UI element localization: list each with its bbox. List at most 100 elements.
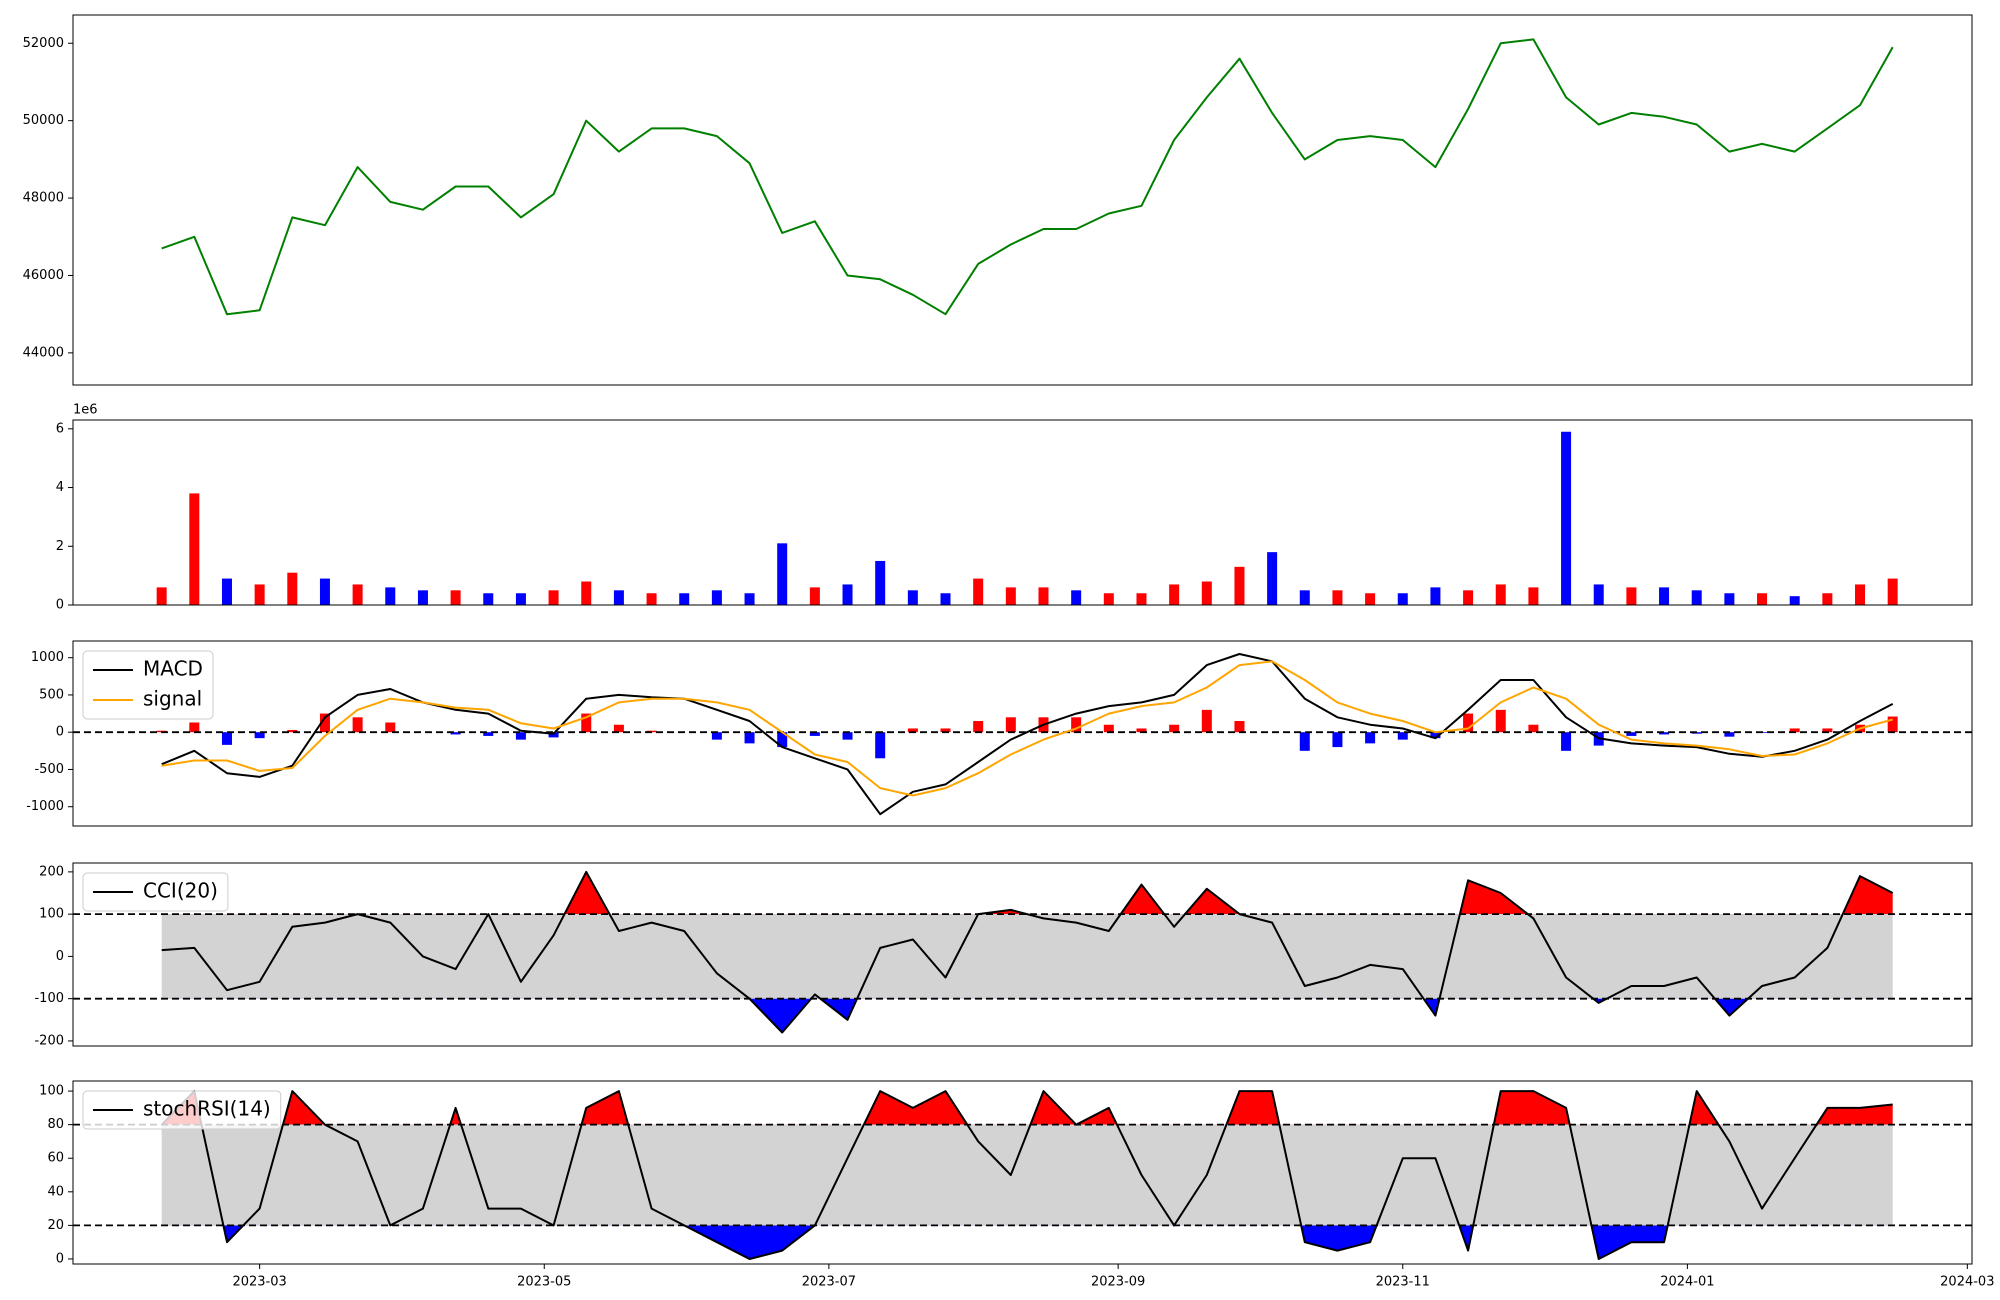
x-tick-label: 2023-05 (517, 1275, 571, 1290)
volume-bar (1463, 590, 1474, 605)
volume-bar (352, 584, 363, 605)
x-tick-label: 2023-09 (1091, 1275, 1145, 1290)
histogram-bar (1365, 732, 1376, 744)
y-tick-label: 1000 (31, 650, 64, 665)
histogram-bar (1332, 732, 1343, 748)
histogram-bar (1659, 732, 1670, 735)
volume-bar (744, 593, 755, 605)
volume-bar (1136, 593, 1147, 605)
histogram-bar (1103, 724, 1114, 733)
volume-bar (1822, 593, 1833, 605)
y-tick-label: 48000 (23, 191, 64, 206)
histogram-bar (1136, 728, 1147, 733)
histogram-bar (1789, 728, 1800, 733)
histogram-bar (1430, 732, 1441, 739)
histogram-bar (907, 728, 918, 733)
y-tick-label: -100 (34, 991, 64, 1006)
histogram-bar (1169, 724, 1180, 733)
histogram-bar (744, 732, 755, 744)
volume-bar (548, 590, 559, 605)
histogram-bar (287, 729, 298, 733)
y-tick-label: 60 (47, 1151, 64, 1166)
volume-bar (515, 593, 526, 605)
panel: 0 20 40 60 80 100 2023-03 2023-05 2023-07 2023-09… (39, 1080, 1994, 1290)
histogram-bar (613, 724, 624, 733)
legend-box (82, 1090, 282, 1130)
volume-bar (1495, 584, 1506, 605)
legend-label: stochRSI(14) (143, 1097, 271, 1121)
y-tick-label: -200 (34, 1033, 64, 1048)
panel: 0 2 4 6 1e6 (56, 403, 1973, 613)
price-line (161, 38, 1894, 316)
volume-bar (907, 590, 918, 605)
histogram-bar (1822, 728, 1833, 733)
histogram-bar (875, 732, 886, 759)
volume-bar (1659, 587, 1670, 605)
volume-bar (679, 593, 690, 605)
histogram-bar (581, 713, 592, 733)
legend-box (82, 650, 214, 720)
histogram-bar (1561, 732, 1572, 751)
volume-bar (1038, 587, 1049, 605)
axis-offset-label: 1e6 (73, 403, 98, 418)
legend-label: signal (143, 687, 202, 711)
y-tick-label: -500 (34, 762, 64, 777)
histogram-bar (1299, 732, 1310, 751)
axes-frame (72, 1080, 1973, 1265)
volume-bar (1201, 581, 1212, 605)
volume-bar (156, 587, 167, 605)
legend: stochRSI(14) (82, 1090, 282, 1130)
volume-bar (777, 543, 788, 605)
y-tick-label: 0 (56, 1251, 64, 1266)
histogram-bar (515, 732, 526, 740)
y-tick-label: 200 (39, 864, 64, 879)
histogram-bar (483, 732, 494, 736)
histogram-bar (319, 713, 330, 733)
histogram-bar (940, 728, 951, 733)
histogram-bar (1626, 732, 1637, 736)
volume-bar (1071, 590, 1082, 605)
y-tick-label: 0 (56, 725, 64, 740)
y-tick-label: 100 (39, 1084, 64, 1099)
volume-bar (1430, 587, 1441, 605)
histogram-bar (809, 732, 820, 736)
histogram-bar (842, 732, 853, 740)
panel: -200 -100 0 100 200 CCI(20) (34, 862, 1973, 1048)
histogram-bar (973, 721, 984, 733)
x-tick-label: 2024-01 (1660, 1275, 1714, 1290)
volume-bar (581, 581, 592, 605)
histogram-bar (1005, 717, 1016, 733)
y-tick-label: -1000 (26, 799, 64, 814)
volume-bar (1103, 593, 1114, 605)
histogram-bar (385, 722, 396, 733)
volume-bar (483, 593, 494, 605)
y-tick-label: 80 (47, 1117, 64, 1132)
axes-frame (72, 862, 1973, 1047)
histogram-bar (1463, 713, 1474, 733)
y-tick-label: 0 (56, 598, 64, 613)
volume-bar (287, 572, 298, 605)
volume-bar (1332, 590, 1343, 605)
volume-bar (1267, 552, 1278, 605)
volume-bar (646, 593, 657, 605)
y-tick-label: 46000 (23, 268, 64, 283)
x-tick-label: 2023-03 (232, 1275, 286, 1290)
x-tick-label: 2024-03 (1940, 1275, 1994, 1290)
axes-frame (72, 640, 1973, 827)
volume-bar (189, 493, 200, 605)
volume-bar (1234, 566, 1245, 605)
histogram-bar (1528, 724, 1539, 733)
volume-bar (385, 587, 396, 605)
histogram-bar (1071, 717, 1082, 733)
histogram-bar (450, 732, 461, 735)
histogram-bar (1887, 716, 1898, 733)
volume-bar (1561, 431, 1572, 605)
y-tick-label: 500 (39, 687, 64, 702)
histogram-bar (1495, 709, 1506, 733)
panel: -1000 -500 0 500 1000 MACD signal (26, 640, 1973, 827)
y-tick-label: 4 (56, 480, 64, 495)
y-tick-label: 6 (56, 421, 64, 436)
volume-bar (1855, 584, 1866, 605)
histogram-bar (1234, 721, 1245, 733)
